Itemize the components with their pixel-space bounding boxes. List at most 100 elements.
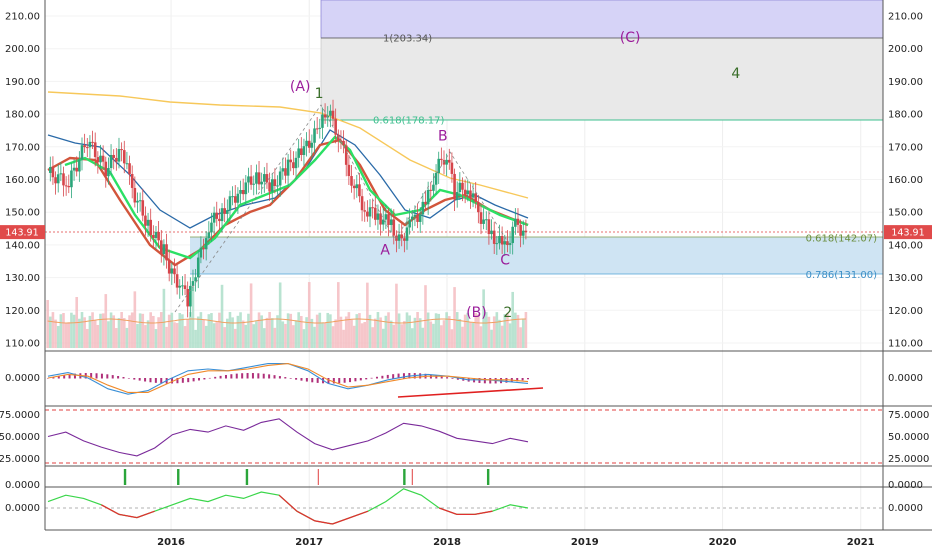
candle-body: [511, 226, 514, 244]
price-tick-label-left: 170.00: [5, 142, 40, 153]
last-price-label-left: 143.91: [5, 228, 38, 239]
candle-body: [371, 207, 374, 209]
candle-body: [302, 146, 306, 156]
price-tick-label-left: 200.00: [5, 44, 40, 55]
volume-bar: [405, 312, 409, 348]
candle-body: [514, 218, 517, 227]
volume-bar: [181, 314, 184, 348]
candle-body: [421, 201, 425, 215]
volume-bar: [99, 313, 102, 348]
candle-body: [286, 159, 290, 176]
macd-hist-bar: [262, 373, 265, 379]
candle-body: [144, 215, 147, 226]
price-tick-label-left: 210.00: [5, 12, 40, 23]
candle-body: [220, 208, 224, 222]
macd-hist-bar: [359, 378, 362, 381]
macd-hist-bar: [47, 378, 49, 379]
candle-body: [249, 176, 253, 185]
macd-hist-bar: [68, 374, 71, 379]
osc-negative-segment: [118, 513, 138, 519]
volume-bar: [344, 316, 348, 348]
candle-body: [334, 118, 337, 135]
candle-body: [170, 268, 174, 274]
candle-body: [426, 189, 430, 205]
volume-bar: [418, 318, 422, 348]
candle-body: [498, 236, 501, 244]
candle-body: [122, 150, 126, 164]
volume-bar: [101, 313, 105, 348]
candle-body: [56, 174, 60, 184]
osc-negative-segment: [332, 516, 351, 525]
macd-hist-bar: [354, 378, 357, 382]
volume-bar: [307, 282, 311, 348]
candle-body: [265, 174, 269, 183]
volume-bar: [109, 312, 113, 348]
signal-panel: [123, 469, 490, 485]
volume-ma-line: [47, 318, 526, 324]
candle-body: [202, 247, 205, 250]
volume-bar: [403, 321, 406, 348]
candle-body: [495, 243, 499, 245]
price-tick-label-right: 170.00: [888, 142, 923, 153]
volume-bar: [281, 321, 285, 348]
macd-hist-bar: [527, 378, 529, 380]
candle-body: [196, 257, 200, 278]
candle-body: [273, 179, 277, 186]
volume-bar: [239, 312, 242, 348]
candle-body: [210, 222, 213, 233]
volume-bar: [286, 313, 290, 348]
volume-bar: [210, 313, 213, 348]
candle-body: [360, 196, 364, 211]
macd-hist-bar: [381, 375, 384, 379]
candle-body: [413, 214, 417, 217]
volume-bar: [355, 314, 359, 348]
macd-hist-bar: [516, 378, 519, 382]
volume-bar: [429, 321, 433, 348]
candle-body: [70, 170, 73, 188]
wave-label: 2: [503, 305, 512, 321]
macd-hist-bar: [456, 378, 459, 380]
candle-body: [508, 243, 512, 246]
candle-body: [130, 174, 134, 188]
macd-hist-bar: [235, 373, 238, 379]
candle-body: [463, 189, 467, 195]
volume-bar: [125, 327, 129, 348]
oscillator-panel: [47, 488, 529, 525]
macd-tick-right: 0.0000: [888, 373, 923, 384]
candle-body: [75, 167, 79, 172]
x-tick-label: 2021: [847, 537, 875, 548]
volume-bar: [373, 318, 377, 348]
candle-body: [437, 158, 441, 173]
volume-bar: [458, 318, 462, 348]
volume-bar: [337, 282, 340, 348]
macd-hist-bar: [300, 378, 303, 381]
price-tick-label-right: 120.00: [888, 306, 923, 317]
volume-bar: [313, 326, 316, 348]
candle-body: [400, 234, 404, 239]
candle-body: [189, 285, 192, 307]
volume-bar: [482, 289, 485, 348]
candle-body: [487, 219, 491, 235]
candle-body: [524, 230, 528, 233]
candle-body: [503, 241, 507, 245]
volume-bar: [514, 312, 517, 348]
macd-hist-bar: [224, 374, 227, 379]
volume-bar: [371, 327, 374, 348]
volume-bar: [421, 327, 425, 348]
macd-hist-bar: [63, 375, 66, 379]
x-tick-label: 2017: [295, 537, 323, 548]
candle-body: [167, 260, 171, 274]
volume-bar: [310, 318, 314, 348]
macd-hist-bar: [144, 378, 147, 382]
candle-body: [276, 185, 279, 187]
candle-body: [194, 277, 197, 282]
volume-bar: [252, 324, 256, 348]
volume-bar: [183, 326, 187, 348]
last-price-badge-right: [884, 225, 932, 240]
osc-negative-segment: [474, 510, 493, 516]
fib-labels: 1(203.34) 0.618(178.17) 0.618(142.07) 0.786…: [373, 33, 877, 281]
support-zone-blue: [190, 237, 883, 274]
macd-hist-bar: [246, 373, 249, 379]
